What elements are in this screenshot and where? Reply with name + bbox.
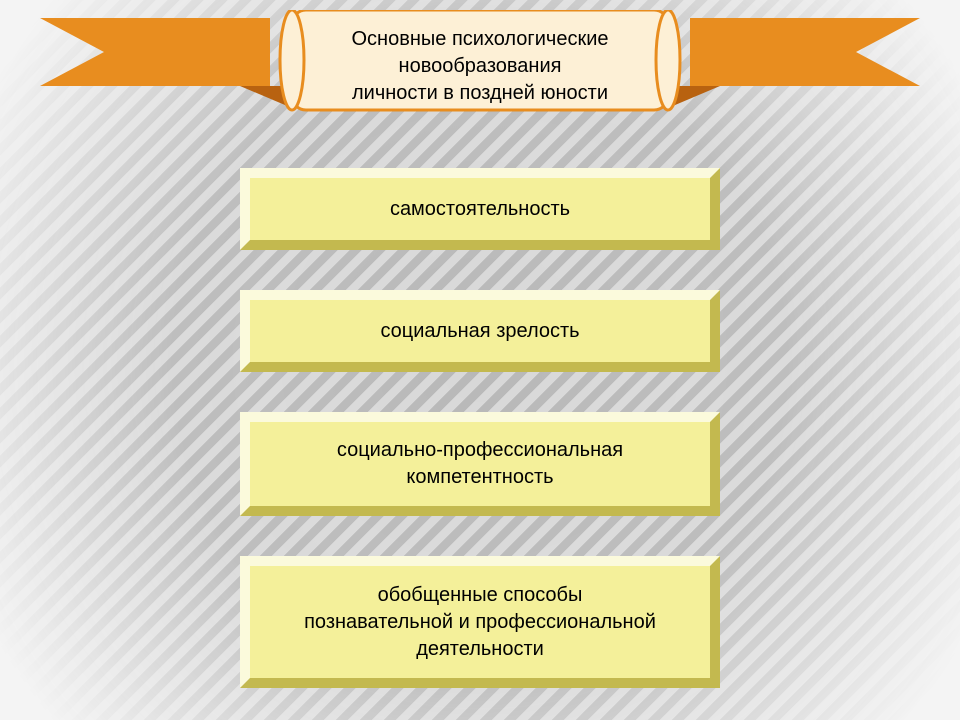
item-label: социально-профессиональная компетентност…: [337, 437, 623, 491]
item-label: социальная зрелость: [380, 318, 579, 345]
title-banner: Основные психологические новообразования…: [40, 10, 920, 150]
item-box-3: социально-профессиональная компетентност…: [240, 412, 720, 516]
item-label: обобщенные способы познавательной и проф…: [304, 582, 656, 663]
title-text: Основные психологические новообразования…: [300, 26, 660, 107]
item-box-2: социальная зрелость: [240, 290, 720, 372]
item-box-4: обобщенные способы познавательной и проф…: [240, 556, 720, 688]
item-label: самостоятельность: [390, 196, 570, 223]
slide-stage: Основные психологические новообразования…: [0, 0, 960, 720]
item-box-1: самостоятельность: [240, 168, 720, 250]
